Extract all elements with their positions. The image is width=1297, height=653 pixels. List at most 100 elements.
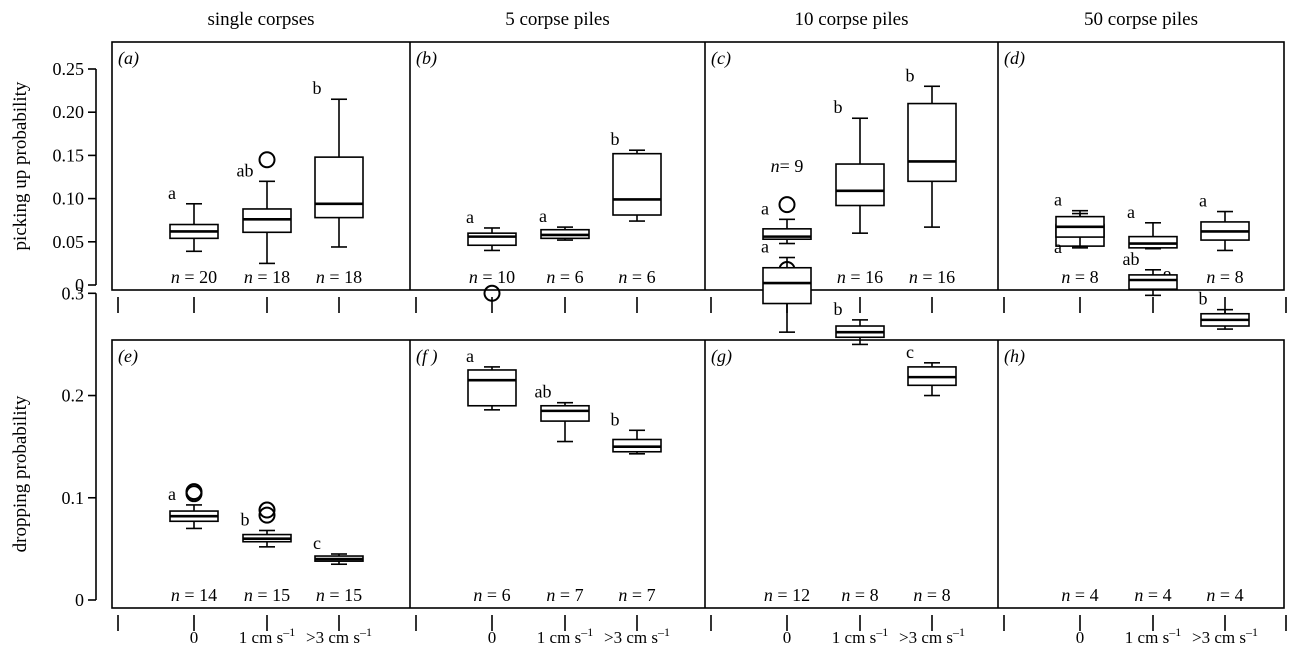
x-tick-label-base: 1 cm s — [239, 628, 283, 647]
sample-size-value: 6 — [575, 267, 584, 287]
sample-size-label: n = 8 — [913, 585, 950, 605]
sample-size-label: n = 7 — [546, 585, 583, 605]
column-title: 50 corpse piles — [1084, 9, 1198, 30]
outlier-point — [258, 501, 276, 519]
panel-frame-row-2 — [111, 339, 1285, 609]
box-iqr — [467, 232, 517, 247]
sample-size-n: n — [841, 585, 850, 605]
x-tick-label: >3 cm s–1 — [899, 625, 965, 647]
panel-letter: (c) — [711, 48, 731, 69]
column-title: 5 corpse piles — [505, 9, 609, 30]
box-plot: ab n = 18 — [237, 151, 292, 287]
x-tick-label: 0 — [488, 628, 497, 647]
significance-letter: ab — [535, 382, 552, 402]
significance-letter: ab — [237, 160, 254, 180]
significance-letter: a — [1054, 190, 1062, 210]
sample-size-label: n = 16 — [837, 267, 883, 287]
outlier-point — [483, 284, 501, 302]
panel-frame-row-1 — [111, 41, 1285, 291]
sample-size-n: n — [316, 585, 325, 605]
box-plot: c n = 15 — [313, 533, 364, 605]
box-plot: a n = 20 — [168, 183, 219, 287]
y-tick-label: 0 — [75, 275, 84, 295]
significance-letter: a — [168, 484, 176, 504]
x-tick-label-sup: –1 — [952, 625, 965, 639]
significance-letter: a — [761, 237, 769, 257]
sample-size-value: 16 — [865, 267, 883, 287]
sample-size-label: n = 8 — [841, 585, 878, 605]
sample-size-eq: = — [482, 585, 501, 605]
significance-letter: a — [466, 346, 474, 366]
x-tick-label: >3 cm s–1 — [1192, 625, 1258, 647]
significance-letter: b — [906, 65, 915, 85]
significance-letter: c — [313, 533, 321, 553]
significance-letter: a — [1054, 237, 1062, 257]
sample-size-label: n = 20 — [171, 267, 217, 287]
box-plot: an = 4 — [1054, 212, 1105, 605]
box-plot: b n = 16 — [834, 97, 885, 287]
box-plot: b n = 15 — [241, 501, 292, 605]
significance-letter: a — [539, 206, 547, 226]
outlier-point — [258, 151, 276, 169]
sample-size-value: 8 — [1090, 267, 1099, 287]
box-plot: b n = 7 — [611, 409, 662, 605]
sample-size-eq: = — [846, 267, 865, 287]
sample-size-value: 15 — [272, 585, 290, 605]
box-plot: b n = 16 — [906, 65, 957, 287]
x-tick-label-sup: –1 — [359, 625, 372, 639]
y-tick-label: 0.25 — [53, 59, 85, 79]
box-plot: b n = 18 — [313, 78, 364, 287]
box-plot: a n = 8 — [1199, 191, 1250, 287]
x-tick-label-base: 1 cm s — [537, 628, 581, 647]
significance-letter: b — [834, 97, 843, 117]
sample-size-n: n — [473, 585, 482, 605]
x-tick-label-base: 1 cm s — [1125, 628, 1169, 647]
sample-size-value: 16 — [937, 267, 955, 287]
significance-letter: a — [1199, 191, 1207, 211]
sample-size-value: = 9 — [780, 156, 804, 176]
sample-size-n: n — [913, 585, 922, 605]
sample-size-label: n = 15 — [244, 585, 290, 605]
sample-size-label: n = 4 — [1134, 585, 1171, 605]
panel-letter: (h) — [1004, 346, 1025, 367]
sample-size-eq: = — [478, 267, 497, 287]
sample-size-value: 6 — [502, 585, 511, 605]
x-tick-label-base: 0 — [1076, 628, 1085, 647]
x-tick-label: >3 cm s–1 — [306, 625, 372, 647]
sample-size-label: n = 15 — [316, 585, 362, 605]
outlier-point — [258, 506, 276, 524]
y-tick-label: 0.20 — [53, 102, 85, 122]
box-iqr — [1128, 274, 1178, 291]
box-plot: b n = 8 — [834, 299, 885, 605]
sample-size-n: n — [546, 585, 555, 605]
x-tick-label-sup: –1 — [657, 625, 670, 639]
sample-size-label: n = 8 — [1061, 267, 1098, 287]
x-tick-label-sup: –1 — [282, 625, 295, 639]
significance-letter: a — [761, 198, 769, 218]
sample-size-n: n — [1206, 267, 1215, 287]
sample-size-n: n — [909, 267, 918, 287]
sample-size-label: n = 8 — [1206, 267, 1243, 287]
significance-letter: b — [834, 299, 843, 319]
significance-letter: c — [906, 342, 914, 362]
sample-size-n: n — [316, 267, 325, 287]
sample-size-n: n — [244, 267, 253, 287]
sample-size-eq: = — [850, 585, 869, 605]
sample-size-value: 4 — [1163, 585, 1172, 605]
panel-letter: (b) — [416, 48, 437, 69]
sample-size-eq: = — [1215, 585, 1234, 605]
sample-size-eq: = — [1215, 267, 1234, 287]
sample-size-label: n = 18 — [316, 267, 362, 287]
panel-letter: (e) — [118, 346, 138, 367]
sample-size-label: n = 4 — [1206, 585, 1243, 605]
sample-size-eq: = — [1070, 585, 1089, 605]
box-plot: c n = 8 — [906, 342, 957, 605]
x-tick-label: 1 cm s–1 — [832, 625, 888, 647]
sample-size-label: n = 12 — [764, 585, 810, 605]
significance-letter: b — [1199, 289, 1208, 309]
y-tick-label: 0 — [75, 590, 84, 610]
x-tick-label-base: 0 — [783, 628, 792, 647]
sample-size-value: 18 — [272, 267, 290, 287]
box-iqr — [540, 404, 590, 422]
sample-size-value: 4 — [1090, 585, 1099, 605]
